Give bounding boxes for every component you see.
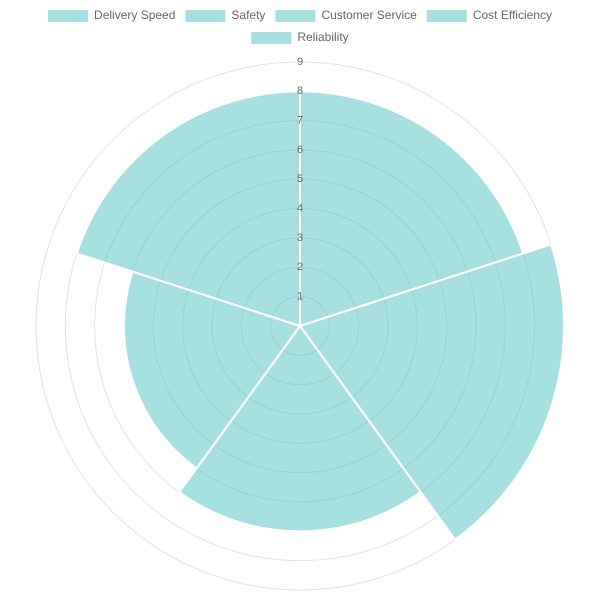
legend-swatch (48, 10, 89, 22)
wedge (177, 324, 423, 533)
legend-label: Reliability (297, 30, 348, 44)
r-tick-label: 4 (297, 203, 303, 215)
r-tick-label: 3 (297, 232, 303, 244)
legend-label: Cost Efficiency (473, 8, 552, 22)
legend-swatch (185, 10, 226, 22)
r-tick-label: 5 (297, 173, 303, 185)
legend-swatch (426, 10, 467, 22)
r-tick-label: 2 (297, 261, 303, 273)
legend-item[interactable]: Safety (185, 8, 265, 22)
wedge (299, 90, 525, 328)
legend-item[interactable]: Cost Efficiency (426, 8, 552, 22)
legend-label: Delivery Speed (94, 8, 175, 22)
ticks: 1 2 3 4 5 6 7 8 9 (297, 56, 303, 303)
wedge (75, 90, 301, 328)
wedge (123, 270, 302, 470)
legend-item[interactable]: Reliability (251, 30, 349, 44)
r-tick-label: 7 (297, 115, 303, 127)
r-tick-label: 8 (297, 85, 303, 97)
legend-item[interactable]: Customer Service (275, 8, 417, 22)
wedge (298, 243, 565, 541)
legend: Delivery Speed Safety Customer Service Cost… (48, 8, 552, 44)
r-tick-label: 6 (297, 144, 303, 156)
r-tick-label: 1 (297, 291, 303, 303)
r-tick-label: 9 (297, 56, 303, 68)
legend-label: Customer Service (321, 8, 417, 22)
legend-item[interactable]: Delivery Speed (48, 8, 175, 22)
legend-swatch (251, 32, 292, 44)
legend-swatch (275, 10, 316, 22)
legend-label: Safety (231, 8, 265, 22)
wedges (75, 90, 565, 541)
